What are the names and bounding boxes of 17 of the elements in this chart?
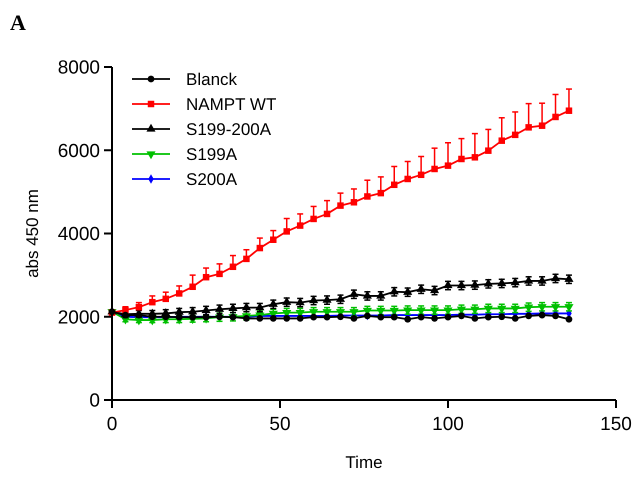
legend-label: S200A: [186, 170, 238, 189]
chart-title: A: [10, 10, 26, 35]
y-tick-label: 8000: [58, 58, 100, 79]
x-tick-label: 100: [432, 414, 464, 435]
x-tick-label: 150: [600, 414, 632, 435]
y-tick-label: 4000: [58, 224, 100, 246]
legend-label: NAMPT WT: [186, 94, 276, 114]
y-axis-title: abs 450 nm: [23, 189, 42, 278]
legend-label: S199A: [186, 144, 238, 164]
x-tick-label: 50: [269, 414, 291, 435]
y-tick-label: 2000: [58, 307, 100, 328]
x-axis-title: Time: [345, 453, 383, 472]
legend-label: Blanck: [186, 70, 238, 89]
y-tick-label: 6000: [58, 140, 100, 162]
legend-label: S199-200A: [186, 120, 272, 139]
x-tick-label: 0: [106, 414, 118, 435]
y-tick-label: 0: [89, 390, 100, 412]
